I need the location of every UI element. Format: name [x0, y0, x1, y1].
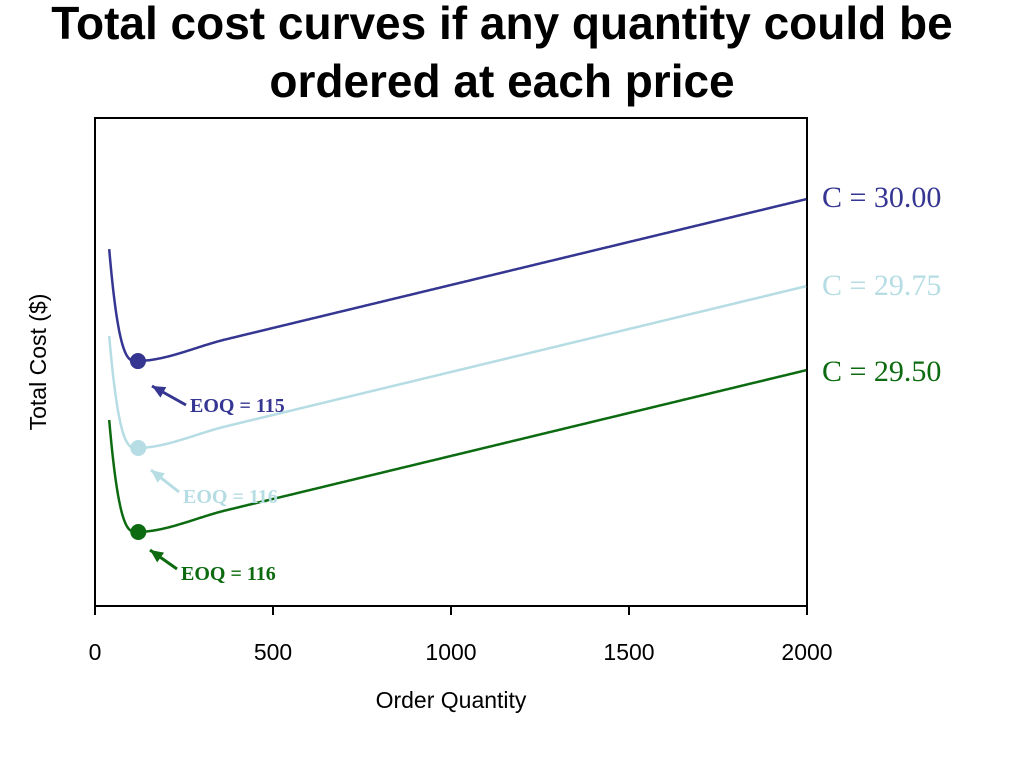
plot-frame — [94, 117, 808, 607]
eoq-label: EOQ = 115 — [190, 395, 285, 417]
x-tick-label: 1000 — [425, 639, 476, 665]
eoq-label: EOQ = 116 — [181, 563, 276, 585]
x-tick-label: 1500 — [603, 639, 654, 665]
eoq-point — [129, 353, 146, 370]
series-label: C = 29.50 — [822, 355, 941, 388]
eoq-point — [130, 439, 147, 456]
eoq-arrow-head — [150, 550, 165, 563]
x-tick-label: 0 — [89, 639, 102, 665]
x-axis-label: Order Quantity — [376, 687, 527, 713]
series-label: C = 29.75 — [822, 269, 941, 302]
eoq-arrow-head — [152, 386, 167, 398]
chart-title: Total cost curves if any quantity could … — [51, 0, 953, 107]
series-label: C = 30.00 — [822, 181, 941, 214]
series-line — [107, 284, 807, 450]
y-axis-label: Total Cost ($) — [25, 294, 51, 431]
x-tick-label: 500 — [254, 639, 292, 665]
x-tick-label: 2000 — [781, 639, 832, 665]
series-line — [107, 368, 807, 534]
eoq-point — [130, 523, 147, 540]
eoq-arrow-head — [151, 470, 165, 483]
series-line — [107, 197, 807, 363]
eoq-label: EOQ = 116 — [183, 486, 278, 508]
